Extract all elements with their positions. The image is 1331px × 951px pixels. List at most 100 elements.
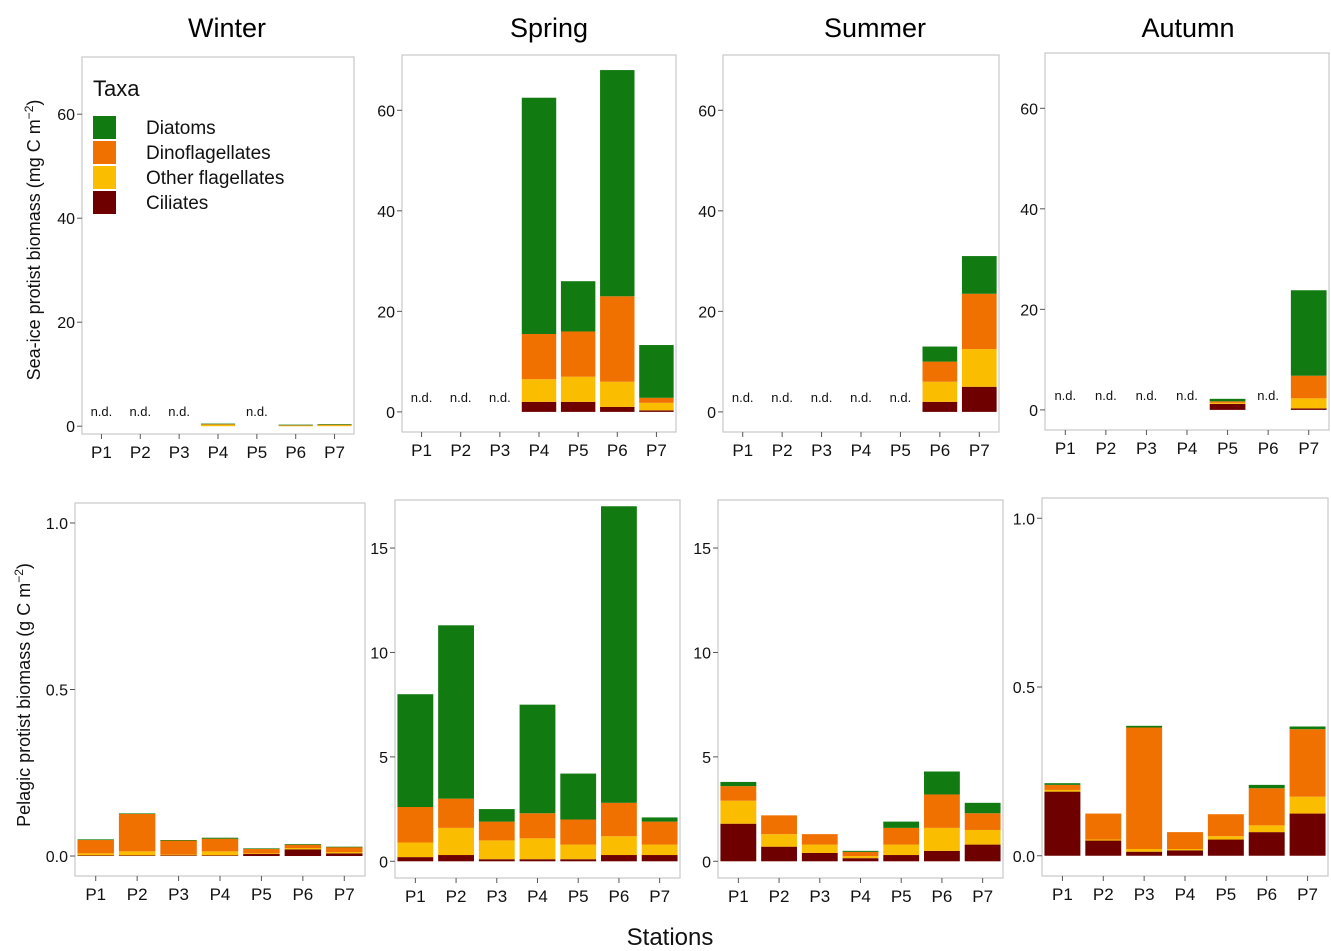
x-tick-label-p1: P1 bbox=[405, 887, 426, 906]
y-tick-label: 15 bbox=[693, 541, 711, 558]
x-tick-label-p1: P1 bbox=[1052, 885, 1073, 904]
bar-other-flagellates-p2 bbox=[118, 851, 156, 856]
bar-other-flagellates-p7 bbox=[1289, 796, 1326, 814]
panel-3: 0 20 40 60 P1 n.d. P2 n.d. P3 n.d. P4 n.d. P5 n.d. P6 P… bbox=[698, 54, 1000, 460]
nd-label-p3: n.d. bbox=[168, 404, 190, 419]
panel-frame bbox=[1044, 52, 1330, 431]
panel-1: 0 20 40 60 P1 n.d. P2 n.d. P3 n.d. P4 P5 n.d. P6 P7 bbox=[57, 56, 355, 462]
bar-other-flagellates-p6 bbox=[922, 381, 958, 402]
x-tick-label-p4: P4 bbox=[208, 443, 229, 462]
bar-ciliates-p5 bbox=[560, 859, 597, 862]
x-tick-label-p5: P5 bbox=[251, 885, 272, 904]
bar-dinoflagellates-p3 bbox=[1126, 727, 1163, 849]
y-tick-label: 20 bbox=[1020, 302, 1038, 319]
y-tick-label: 5 bbox=[379, 750, 388, 767]
bar-dinoflagellates-p1 bbox=[720, 786, 757, 801]
bar-dinoflagellates-p7 bbox=[326, 847, 363, 853]
bar-other-flagellates-p1 bbox=[397, 842, 434, 858]
bar-dinoflagellates-p5 bbox=[560, 819, 597, 845]
bar-diatoms-p7 bbox=[326, 846, 363, 848]
bar-other-flagellates-p7 bbox=[964, 829, 1001, 845]
bar-diatoms-p7 bbox=[639, 345, 674, 398]
x-tick-label-p7: P7 bbox=[649, 887, 670, 906]
bar-diatoms-p2 bbox=[118, 813, 156, 814]
bar-other-flagellates-p3 bbox=[160, 854, 197, 856]
bar-ciliates-p4 bbox=[842, 858, 879, 862]
bar-dinoflagellates-p7 bbox=[961, 293, 997, 350]
bar-other-flagellates-p4 bbox=[842, 856, 879, 859]
x-tick-label-p4: P4 bbox=[850, 887, 871, 906]
season-title-winter: Winter bbox=[188, 13, 266, 43]
bar-diatoms-p2 bbox=[438, 625, 474, 799]
bar-other-flagellates-p5 bbox=[243, 853, 280, 855]
x-tick-label-p2: P2 bbox=[450, 441, 471, 460]
legend-title: Taxa bbox=[93, 76, 140, 101]
bar-other-flagellates-p6 bbox=[601, 836, 637, 856]
bar-dinoflagellates-p1 bbox=[397, 806, 434, 843]
y-tick-label: 0 bbox=[386, 405, 395, 422]
nd-label-p2: n.d. bbox=[1095, 388, 1117, 403]
bar-dinoflagellates-p3 bbox=[160, 840, 197, 855]
y-tick-label: 1.0 bbox=[1013, 511, 1035, 528]
panel-frame bbox=[74, 502, 366, 877]
bar-dinoflagellates-p6 bbox=[924, 794, 960, 828]
nd-label-p2: n.d. bbox=[771, 390, 793, 405]
bar-diatoms-p5 bbox=[1209, 398, 1246, 402]
y-tick-label: 0 bbox=[66, 419, 75, 436]
x-tick-label-p2: P2 bbox=[769, 887, 790, 906]
x-tick-label-p1: P1 bbox=[732, 441, 753, 460]
y-tick-label: 60 bbox=[377, 103, 395, 120]
bar-dinoflagellates-p7 bbox=[1289, 729, 1326, 797]
nd-label-p2: n.d. bbox=[129, 404, 151, 419]
bar-ciliates-p4 bbox=[1167, 850, 1203, 856]
season-title-autumn: Autumn bbox=[1141, 13, 1234, 43]
legend-swatch-other-flagellates bbox=[93, 166, 116, 189]
bar-other-flagellates-p3 bbox=[1126, 849, 1163, 852]
bar-dinoflagellates-p6 bbox=[600, 296, 635, 382]
panels: 0 20 40 60 P1 n.d. P2 n.d. P3 n.d. P4 P5 n.d. P6 P7 Win… bbox=[46, 13, 1330, 906]
bar-other-flagellates-p4 bbox=[521, 379, 557, 402]
legend-swatch-dinoflagellates bbox=[93, 141, 116, 164]
y-tick-label: 0 bbox=[1029, 403, 1038, 420]
x-tick-label-p2: P2 bbox=[1093, 885, 1114, 904]
panel-8: 0.0 0.5 1.0 P1 P2 P3 P4 P5 P6 P7 bbox=[1013, 497, 1329, 904]
bar-ciliates-p6 bbox=[924, 850, 960, 862]
bar-other-flagellates-p4 bbox=[201, 851, 239, 856]
bar-ciliates-p6 bbox=[922, 401, 958, 412]
bar-dinoflagellates-p7 bbox=[964, 813, 1001, 830]
y-axis-label-pelagic: Pelagic protist biomass (g C m−2) bbox=[12, 563, 34, 827]
bar-dinoflagellates-p6 bbox=[1248, 788, 1285, 826]
bar-ciliates-p7 bbox=[961, 386, 997, 412]
y-tick-label: 10 bbox=[693, 645, 711, 662]
bar-dinoflagellates-p5 bbox=[1207, 814, 1244, 837]
bar-other-flagellates-p4 bbox=[1167, 849, 1203, 851]
bar-diatoms-p6 bbox=[278, 424, 313, 426]
x-tick-label-p3: P3 bbox=[168, 885, 189, 904]
bar-ciliates-p1 bbox=[397, 857, 434, 862]
nd-label-p2: n.d. bbox=[450, 390, 472, 405]
x-tick-label-p2: P2 bbox=[130, 443, 151, 462]
x-tick-label-p2: P2 bbox=[446, 887, 467, 906]
nd-label-p4: n.d. bbox=[1176, 388, 1198, 403]
x-tick-label-p5: P5 bbox=[246, 443, 267, 462]
bar-ciliates-p2 bbox=[761, 846, 797, 862]
nd-label-p3: n.d. bbox=[1136, 388, 1158, 403]
bar-dinoflagellates-p7 bbox=[639, 397, 674, 403]
bar-dinoflagellates-p4 bbox=[201, 838, 239, 852]
bar-ciliates-p3 bbox=[478, 859, 515, 862]
bar-dinoflagellates-p6 bbox=[601, 802, 637, 837]
x-tick-label-p6: P6 bbox=[285, 443, 306, 462]
y-tick-label: 0.5 bbox=[46, 683, 68, 700]
bar-ciliates-p7 bbox=[964, 844, 1001, 862]
bar-ciliates-p3 bbox=[801, 852, 838, 862]
y-tick-label: 0.0 bbox=[1013, 849, 1035, 866]
bar-ciliates-p1 bbox=[77, 855, 114, 857]
y-tick-label: 60 bbox=[698, 103, 716, 120]
bar-diatoms-p4 bbox=[521, 97, 557, 334]
bar-ciliates-p5 bbox=[883, 855, 920, 862]
bar-ciliates-p1 bbox=[720, 823, 757, 862]
nd-label-p5: n.d. bbox=[890, 390, 912, 405]
bar-dinoflagellates-p7 bbox=[317, 424, 352, 426]
x-tick-label-p2: P2 bbox=[127, 885, 148, 904]
bar-diatoms-p4 bbox=[519, 704, 556, 814]
